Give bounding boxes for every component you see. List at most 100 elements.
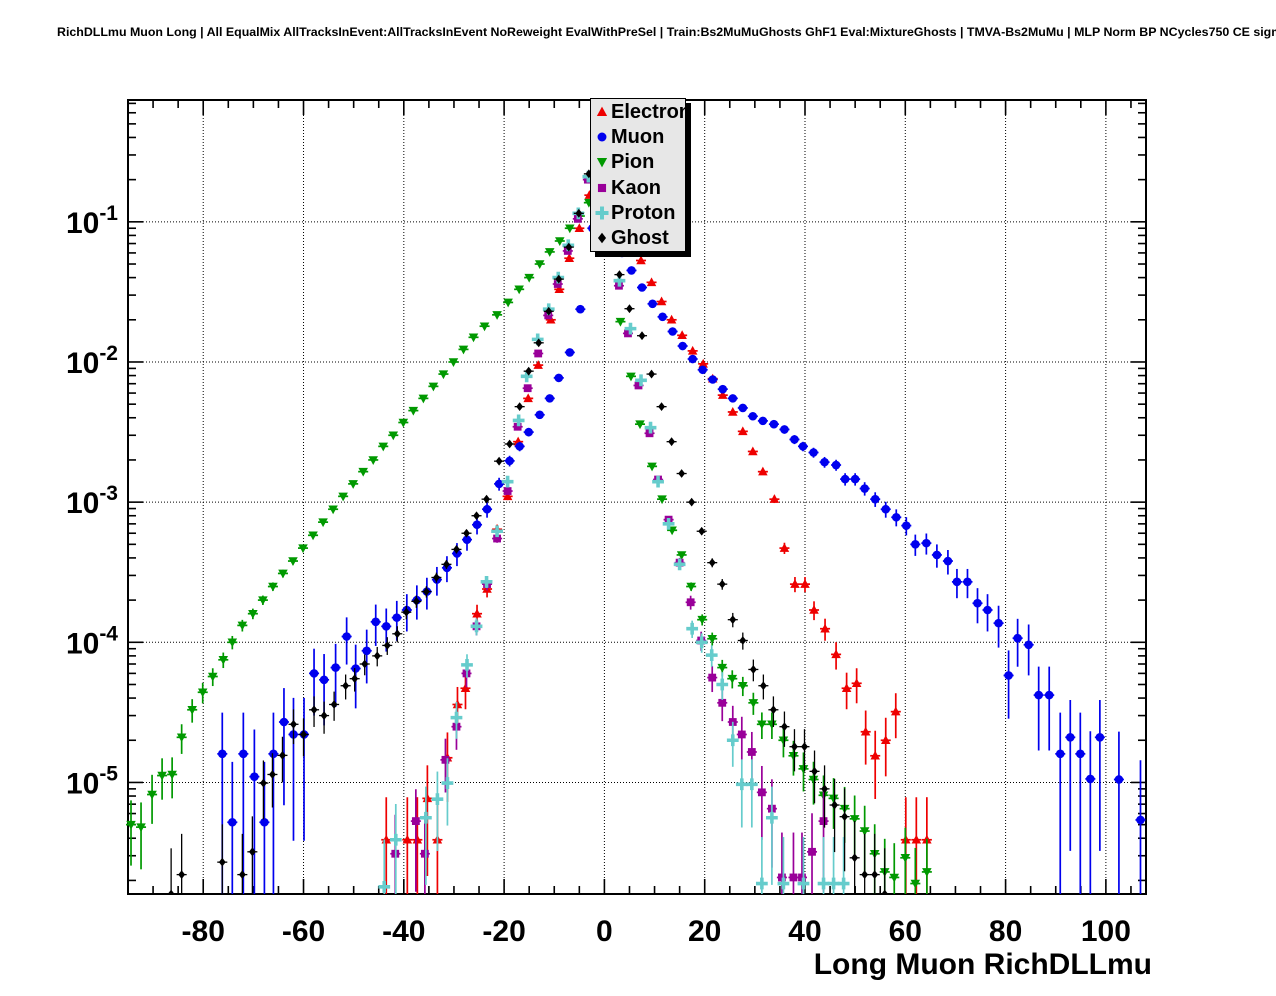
pion-marker [157,771,167,781]
pion-marker [328,505,338,515]
electron-marker [758,466,768,476]
electron-marker [666,314,677,324]
pion-marker [738,681,748,691]
pion-marker [278,569,288,579]
proton-marker [652,475,664,488]
ghost-marker [463,528,470,538]
pion-marker [479,322,490,332]
electron-marker [402,834,413,844]
kaon-marker [757,788,766,797]
muon-marker [658,312,667,322]
proton-marker [716,678,729,691]
x-tick-label: -60 [282,915,325,948]
proton-marker [531,333,544,346]
muon-legend-glyph [597,132,607,142]
muon-marker [688,354,697,364]
muon-marker [840,474,850,484]
proton-marker [635,374,647,387]
proton-legend-glyph [595,206,609,220]
electron-marker [860,726,871,736]
kaon-marker [411,817,420,825]
pion-marker [378,442,389,452]
kaon-marker [737,730,746,739]
electron-marker [870,750,880,760]
muon-marker [780,425,789,434]
ghost-marker [506,439,514,449]
muon-marker [738,403,748,413]
pion-marker [778,736,789,746]
electron-marker [472,608,482,618]
kaon-marker [503,487,512,495]
muon-marker [515,442,524,451]
electron-marker [502,491,513,501]
muon-marker [392,613,402,622]
pion-marker [849,815,860,824]
pion-marker [318,518,328,528]
ghost-marker [290,719,297,729]
ghost-marker [871,870,879,880]
pion-marker [227,638,238,648]
ghost-marker [575,208,583,218]
ghost-marker [565,242,573,252]
proton-marker [501,475,514,488]
muon-marker [524,427,533,437]
muon-marker [371,617,381,627]
proton-marker [797,877,810,890]
ghost-marker [320,711,328,720]
pion-marker [468,333,479,343]
muon-marker [269,749,278,759]
electron-marker [891,706,901,716]
pion-marker [448,358,459,367]
muon-marker [891,512,901,522]
muon-marker [472,520,482,530]
ghost-marker [708,558,716,568]
electron-marker [422,793,433,803]
electron-marker [677,330,687,340]
pion-marker [237,621,248,631]
ghost-marker [279,750,286,760]
muon-marker [758,416,768,426]
electron-marker [412,834,423,844]
pion-marker [268,582,278,592]
muon-marker [901,521,911,530]
muon-marker [769,419,779,429]
pion-marker [626,372,636,382]
muon-marker [678,341,687,351]
ghost-marker [361,659,369,669]
ghost-marker [248,847,256,857]
proton-marker [662,517,675,530]
muon-marker [342,632,351,641]
ghost-marker [268,770,276,779]
legend-item-ghost: Ghost [591,225,685,250]
electron-marker [636,255,646,265]
legend-label-muon: Muon [611,125,665,148]
pion-marker [859,827,870,837]
muon-marker [637,283,647,292]
proton-marker [837,877,850,890]
ghost-marker [422,587,430,596]
ghost-marker [638,331,646,341]
muon-marker [576,304,585,314]
ghost-marker [525,366,533,376]
proton-marker [695,636,708,649]
muon-marker [943,556,953,566]
muon-marker [351,664,360,673]
muon-marker [1044,690,1054,700]
ghost-marker [688,497,696,507]
muon-marker [668,327,677,336]
proton-marker [431,793,444,806]
muon-marker [1086,774,1095,784]
ghost-marker [383,641,391,650]
proton-marker [735,778,748,791]
ghost-marker [330,700,338,709]
ghost-marker [851,853,859,863]
electron-marker [554,284,565,294]
electron-marker [800,579,810,588]
pion-marker [717,663,728,673]
muon-marker [554,373,564,383]
x-tick-label: 0 [596,915,613,948]
proton-marker [777,877,790,890]
electron-marker [687,345,698,355]
pion-marker [503,298,513,308]
